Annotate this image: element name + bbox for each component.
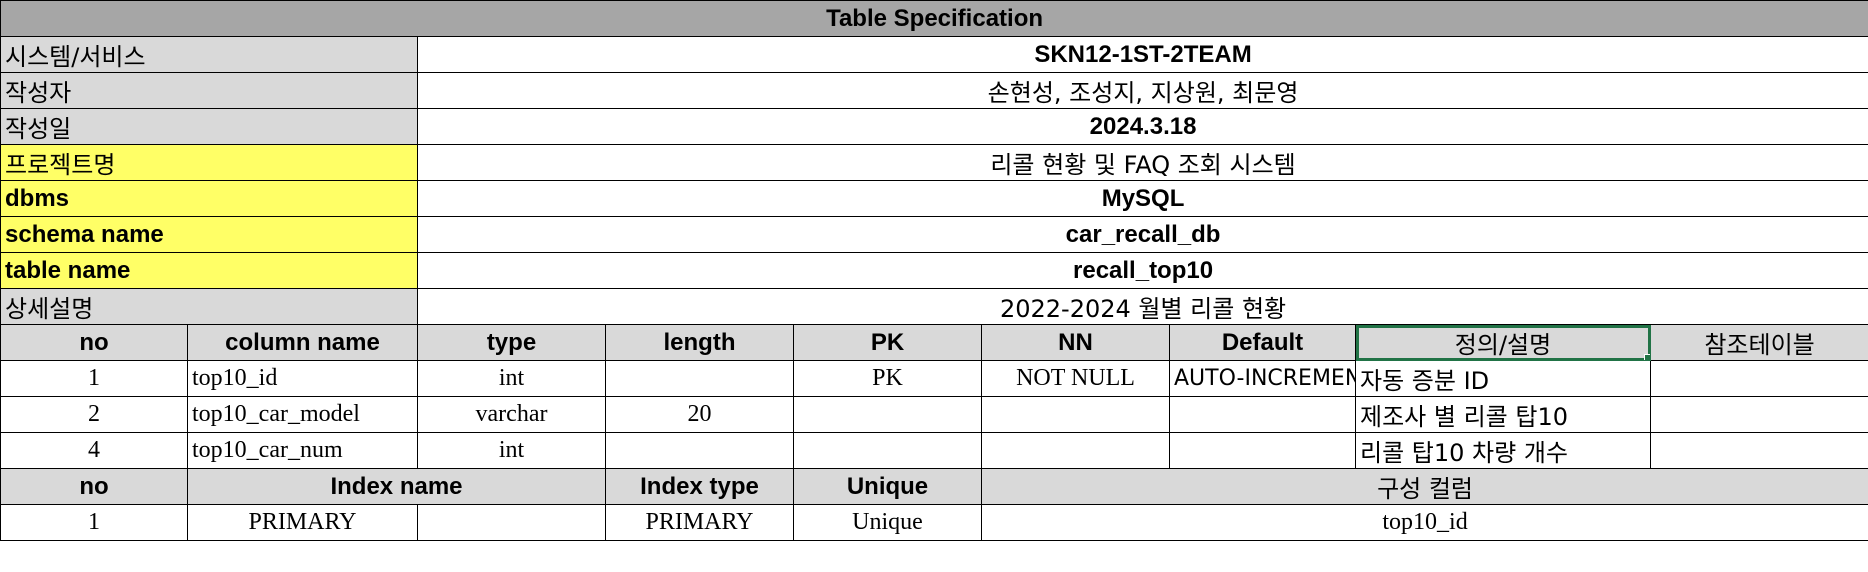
table-row: 1 top10_id int PK NOT NULL AUTO-INCREMEN… xyxy=(0,360,1868,397)
index-cell-unique[interactable]: Unique xyxy=(793,504,982,541)
columns-header-row: no column name type length PK NN Default… xyxy=(0,324,1868,361)
index-row: 1 PRIMARY PRIMARY Unique top10_id xyxy=(0,504,1868,541)
cell-reference-table[interactable] xyxy=(1649,360,1868,397)
index-header-type[interactable]: Index type xyxy=(605,468,794,505)
index-cell-empty[interactable] xyxy=(417,504,606,541)
meta-label-author[interactable]: 작성자 xyxy=(0,72,418,109)
cell-default[interactable] xyxy=(1169,432,1356,469)
header-definition-label: 정의/설명 xyxy=(1454,331,1552,359)
meta-label-dbms[interactable]: dbms xyxy=(0,180,418,217)
meta-value-project[interactable]: 리콜 현황 및 FAQ 조회 시스템 xyxy=(416,144,1868,181)
index-cell-type[interactable]: PRIMARY xyxy=(605,504,794,541)
cell-default[interactable]: AUTO-INCREMENT xyxy=(1169,360,1356,397)
meta-row: schema name car_recall_db xyxy=(0,216,1868,253)
cell-pk[interactable] xyxy=(793,432,982,469)
title-row: Table Specification xyxy=(0,0,1868,37)
meta-value-dbms[interactable]: MySQL xyxy=(416,180,1868,217)
cell-type[interactable]: int xyxy=(417,432,606,469)
meta-label-schema[interactable]: schema name xyxy=(0,216,418,253)
index-header-columns[interactable]: 구성 컬럼 xyxy=(980,468,1868,505)
index-cell-name[interactable]: PRIMARY xyxy=(187,504,418,541)
cell-reference-table[interactable] xyxy=(1649,396,1868,433)
selection-fill-handle[interactable] xyxy=(1644,354,1650,360)
header-type[interactable]: type xyxy=(417,324,606,361)
cell-nn[interactable] xyxy=(981,432,1170,469)
cell-length[interactable]: 20 xyxy=(605,396,794,433)
meta-label-date[interactable]: 작성일 xyxy=(0,108,418,145)
cell-column-name[interactable]: top10_id xyxy=(187,360,418,397)
meta-label-table[interactable]: table name xyxy=(0,252,418,289)
header-default[interactable]: Default xyxy=(1169,324,1356,361)
meta-row: dbms MySQL xyxy=(0,180,1868,217)
cell-pk[interactable]: PK xyxy=(793,360,982,397)
index-header-no[interactable]: no xyxy=(0,468,188,505)
cell-no[interactable]: 2 xyxy=(0,396,188,433)
cell-reference-table[interactable] xyxy=(1649,432,1868,469)
meta-value-author[interactable]: 손현성, 조성지, 지상원, 최문영 xyxy=(416,72,1868,109)
cell-type[interactable]: int xyxy=(417,360,606,397)
cell-definition[interactable]: 리콜 탑10 차량 개수 xyxy=(1355,432,1651,469)
cell-no[interactable]: 4 xyxy=(0,432,188,469)
cell-type[interactable]: varchar xyxy=(417,396,606,433)
meta-row: 상세설명 2022-2024 월별 리콜 현황 xyxy=(0,288,1868,325)
cell-length[interactable] xyxy=(605,432,794,469)
cell-nn[interactable] xyxy=(981,396,1170,433)
meta-row: 작성일 2024.3.18 xyxy=(0,108,1868,145)
index-header-name[interactable]: Index name xyxy=(187,468,606,505)
meta-label-system[interactable]: 시스템/서비스 xyxy=(0,36,418,73)
cell-column-name[interactable]: top10_car_num xyxy=(187,432,418,469)
index-header-unique[interactable]: Unique xyxy=(793,468,982,505)
cell-column-name[interactable]: top10_car_model xyxy=(187,396,418,433)
meta-row: 작성자 손현성, 조성지, 지상원, 최문영 xyxy=(0,72,1868,109)
meta-value-system[interactable]: SKN12-1ST-2TEAM xyxy=(416,36,1868,73)
meta-value-table[interactable]: recall_top10 xyxy=(416,252,1868,289)
header-reference-table[interactable]: 참조테이블 xyxy=(1649,324,1868,361)
sheet-title[interactable]: Table Specification xyxy=(0,0,1868,37)
table-specification-sheet: Table Specification 시스템/서비스 SKN12-1ST-2T… xyxy=(0,0,1868,541)
header-nn[interactable]: NN xyxy=(981,324,1170,361)
meta-value-description[interactable]: 2022-2024 월별 리콜 현황 xyxy=(416,288,1868,325)
cell-definition[interactable]: 제조사 별 리콜 탑10 xyxy=(1355,396,1651,433)
cell-default[interactable] xyxy=(1169,396,1356,433)
cell-pk[interactable] xyxy=(793,396,982,433)
meta-value-date[interactable]: 2024.3.18 xyxy=(416,108,1868,145)
meta-label-description[interactable]: 상세설명 xyxy=(0,288,418,325)
header-pk[interactable]: PK xyxy=(793,324,982,361)
cell-length[interactable] xyxy=(605,360,794,397)
meta-value-schema[interactable]: car_recall_db xyxy=(416,216,1868,253)
cell-nn[interactable]: NOT NULL xyxy=(981,360,1170,397)
index-header-row: no Index name Index type Unique 구성 컬럼 xyxy=(0,468,1868,505)
table-row: 2 top10_car_model varchar 20 제조사 별 리콜 탑1… xyxy=(0,396,1868,433)
header-length[interactable]: length xyxy=(605,324,794,361)
meta-row: table name recall_top10 xyxy=(0,252,1868,289)
header-no[interactable]: no xyxy=(0,324,188,361)
header-definition[interactable]: 정의/설명 xyxy=(1355,324,1651,361)
table-row: 4 top10_car_num int 리콜 탑10 차량 개수 xyxy=(0,432,1868,469)
meta-label-project[interactable]: 프로젝트명 xyxy=(0,144,418,181)
meta-row: 프로젝트명 리콜 현황 및 FAQ 조회 시스템 xyxy=(0,144,1868,181)
cell-definition[interactable]: 자동 증분 ID xyxy=(1355,360,1651,397)
cell-no[interactable]: 1 xyxy=(0,360,188,397)
header-column-name[interactable]: column name xyxy=(187,324,418,361)
index-cell-no[interactable]: 1 xyxy=(0,504,188,541)
index-cell-columns[interactable]: top10_id xyxy=(980,504,1868,541)
meta-row: 시스템/서비스 SKN12-1ST-2TEAM xyxy=(0,36,1868,73)
